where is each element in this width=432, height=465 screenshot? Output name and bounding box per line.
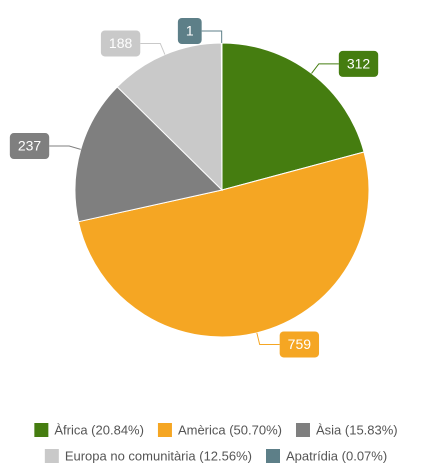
data-label: 759	[288, 336, 312, 352]
data-label: 312	[347, 56, 371, 72]
legend-label: Àfrica (20.84%)	[54, 422, 144, 437]
legend-label: Amèrica (50.70%)	[178, 422, 282, 437]
pie-slice	[220, 42, 223, 191]
pie-slice	[116, 42, 223, 192]
leader-line	[49, 145, 81, 150]
data-label: 1	[186, 23, 194, 39]
leader-line	[201, 30, 223, 44]
legend-swatch	[295, 423, 310, 437]
data-label-box	[338, 50, 379, 77]
data-label-box	[9, 133, 50, 160]
pie-slice	[221, 42, 365, 191]
legend-label: Àsia (15.83%)	[316, 422, 398, 437]
leader-line	[311, 63, 339, 74]
leader-line	[256, 332, 280, 345]
data-label-box	[177, 18, 202, 45]
data-label-box	[100, 30, 141, 57]
data-label: 188	[109, 35, 133, 51]
data-label-box	[279, 331, 320, 358]
legend-label: Europa no comunitària (12.56%)	[65, 448, 252, 463]
pie-slice	[74, 86, 224, 223]
pie-slice	[77, 151, 370, 338]
legend-swatch	[44, 449, 59, 463]
legend-swatch	[157, 423, 172, 437]
data-label: 237	[18, 138, 42, 154]
legend-swatch	[34, 423, 49, 437]
legend-label: Apatrídia (0.07%)	[286, 448, 387, 463]
legend-swatch	[266, 449, 280, 463]
leader-line	[140, 42, 166, 55]
